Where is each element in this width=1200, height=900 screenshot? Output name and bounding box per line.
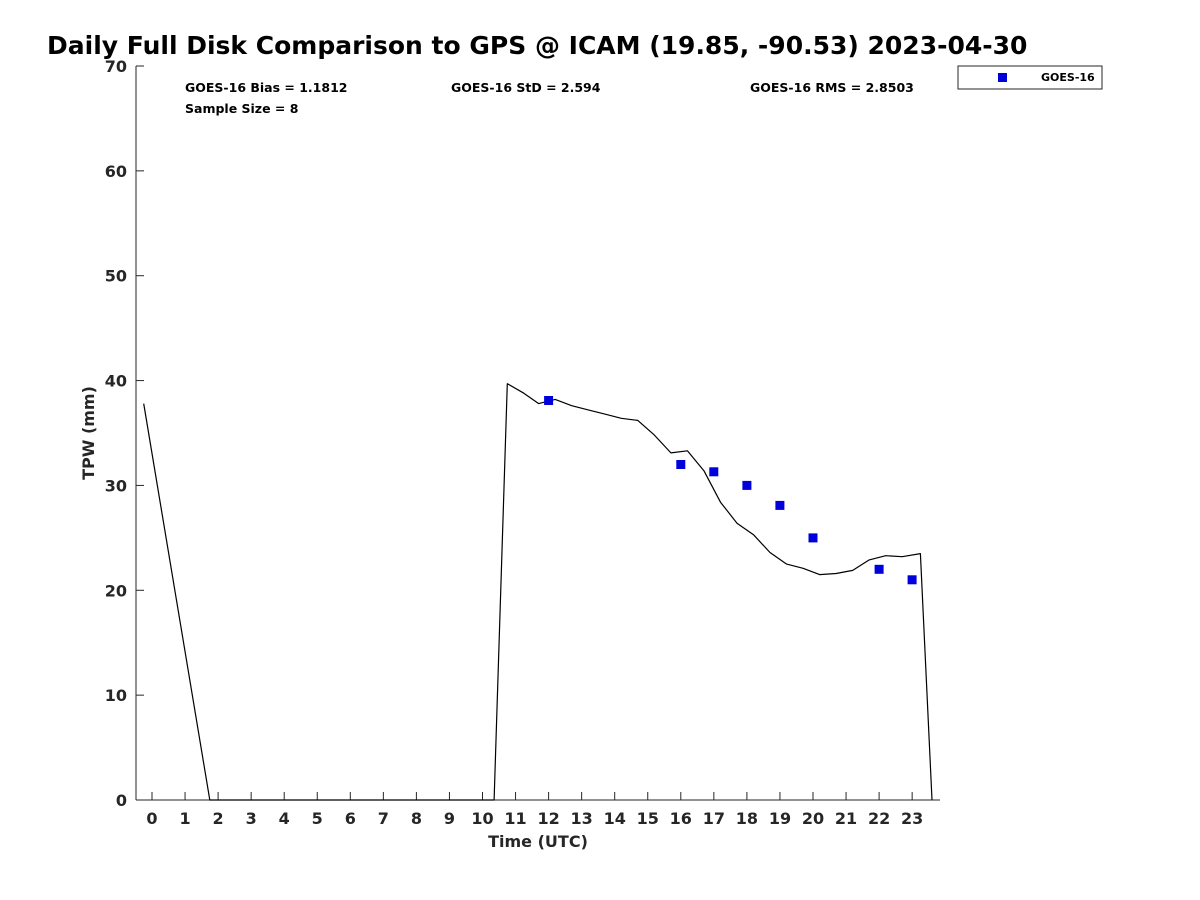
legend-marker-goes16: [998, 73, 1007, 82]
goes16-point: [874, 564, 884, 574]
y-tick-label: 40: [105, 372, 127, 391]
legend: GOES-16: [957, 65, 1103, 90]
stat-rms: GOES-16 RMS = 2.8503: [750, 80, 914, 95]
y-tick-label: 30: [105, 476, 127, 495]
x-tick-label: 10: [471, 809, 493, 828]
x-tick-label: 2: [213, 809, 224, 828]
x-tick-label: 17: [703, 809, 725, 828]
x-axis-label: Time (UTC): [488, 832, 588, 851]
y-tick-label: 20: [105, 581, 127, 600]
legend-box: [957, 65, 1103, 90]
x-tick-label: 9: [444, 809, 455, 828]
x-tick-label: 14: [604, 809, 626, 828]
y-tick-label: 70: [105, 57, 127, 76]
legend-label-goes16: GOES-16: [1041, 71, 1095, 84]
x-tick-label: 0: [146, 809, 157, 828]
goes16-point: [742, 480, 752, 490]
y-tick-label: 60: [105, 162, 127, 181]
gps-tpw-line: [143, 383, 933, 801]
x-tick-label: 5: [312, 809, 323, 828]
y-tick-label: 0: [116, 791, 127, 810]
x-tick-label: 1: [179, 809, 190, 828]
goes16-point: [775, 500, 785, 510]
goes16-point: [808, 533, 818, 543]
x-tick-label: 7: [378, 809, 389, 828]
x-tick-label: 19: [769, 809, 791, 828]
x-tick-label: 22: [868, 809, 890, 828]
chart-title: Daily Full Disk Comparison to GPS @ ICAM…: [47, 31, 1027, 60]
x-tick-label: 11: [504, 809, 526, 828]
x-tick-label: 20: [802, 809, 824, 828]
y-axis-ticks: 0 10 20 30 40 50 60 70: [105, 57, 144, 810]
stat-sample-size: Sample Size = 8: [185, 101, 298, 116]
x-tick-label: 6: [345, 809, 356, 828]
x-tick-label: 21: [835, 809, 857, 828]
stat-bias: GOES-16 Bias = 1.1812: [185, 80, 347, 95]
x-axis-ticks: 0 1 2 3 4 5 6 7 8 9 10 11 12 13 14 15 16 17 18 19 20 21 22 23: [146, 792, 923, 828]
x-tick-label: 23: [901, 809, 923, 828]
goes16-point: [544, 396, 554, 405]
x-tick-label: 4: [279, 809, 290, 828]
x-tick-label: 15: [637, 809, 659, 828]
x-tick-label: 3: [246, 809, 257, 828]
goes16-point: [676, 460, 686, 469]
x-tick-label: 8: [411, 809, 422, 828]
x-tick-label: 13: [571, 809, 593, 828]
goes16-point: [907, 575, 917, 585]
series-layer: [143, 383, 933, 801]
y-tick-label: 10: [105, 686, 127, 705]
x-tick-label: 16: [670, 809, 692, 828]
y-tick-label: 50: [105, 267, 127, 286]
stat-std: GOES-16 StD = 2.594: [451, 80, 601, 95]
y-axis-label: TPW (mm): [79, 386, 98, 480]
x-tick-label: 18: [736, 809, 758, 828]
x-tick-label: 12: [537, 809, 559, 828]
goes16-point: [709, 467, 719, 477]
